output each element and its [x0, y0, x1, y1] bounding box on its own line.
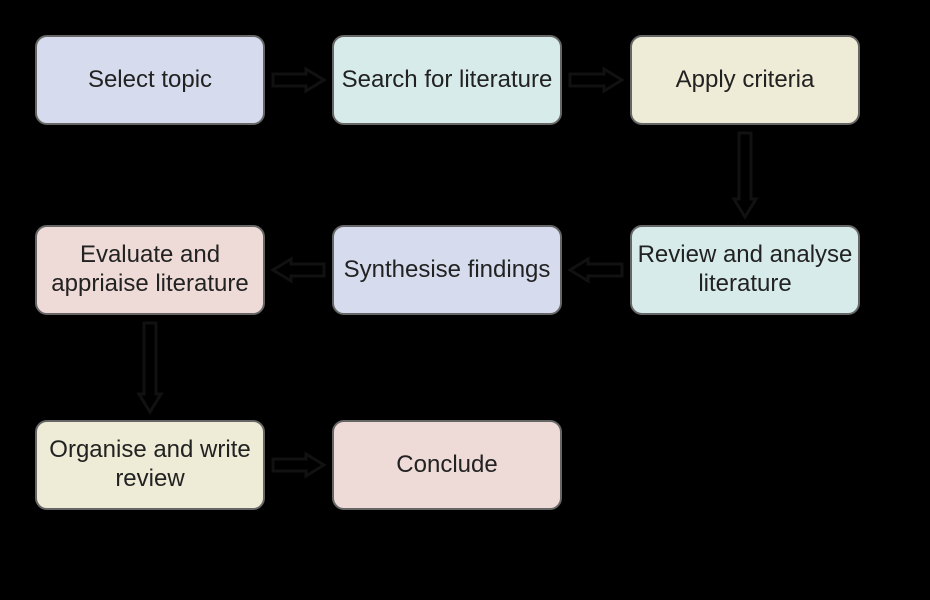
flowchart-node: Conclude	[332, 420, 562, 510]
flowchart-node: Search for literature	[332, 35, 562, 125]
flowchart-arrow	[570, 259, 622, 281]
flowchart-node: Synthesise findings	[332, 225, 562, 315]
flowchart-node: Evaluate and appriaise literature	[35, 225, 265, 315]
flowchart-arrow	[570, 69, 622, 91]
flowchart-arrow	[734, 133, 756, 217]
flowchart-node: Apply criteria	[630, 35, 860, 125]
flowchart-node: Select topic	[35, 35, 265, 125]
flowchart-arrow	[273, 69, 324, 91]
flowchart-arrow	[139, 323, 161, 412]
flowchart-canvas: Select topic Search for literature Apply c…	[0, 0, 930, 600]
flowchart-node: Review and analyse literature	[630, 225, 860, 315]
flowchart-node: Organise and write review	[35, 420, 265, 510]
flowchart-arrow	[273, 259, 324, 281]
flowchart-arrow	[273, 454, 324, 476]
